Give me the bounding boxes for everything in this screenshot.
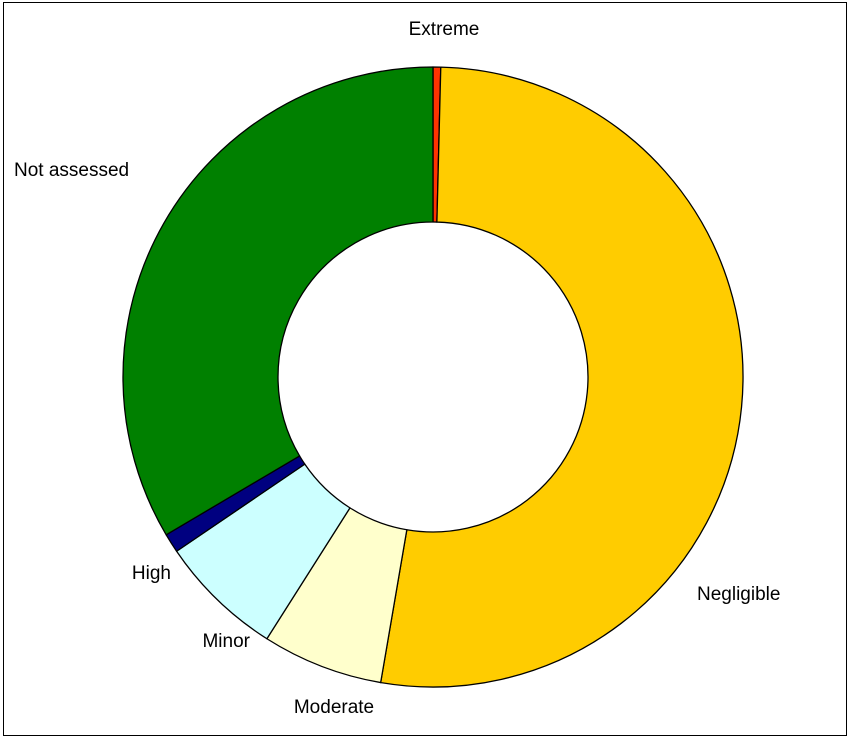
label-moderate: Moderate — [294, 697, 374, 718]
label-high: High — [132, 563, 171, 584]
label-not-assessed: Not assessed — [14, 160, 129, 181]
slices-layer — [123, 67, 743, 687]
label-negligible: Negligible — [697, 584, 780, 605]
chart-frame: Extreme Negligible Moderate Minor High Not as… — [3, 2, 847, 736]
label-minor: Minor — [202, 631, 250, 652]
slice-not-assessed — [123, 67, 433, 535]
donut-chart: Extreme Negligible Moderate Minor High Not as… — [4, 3, 846, 735]
label-extreme: Extreme — [409, 19, 480, 40]
